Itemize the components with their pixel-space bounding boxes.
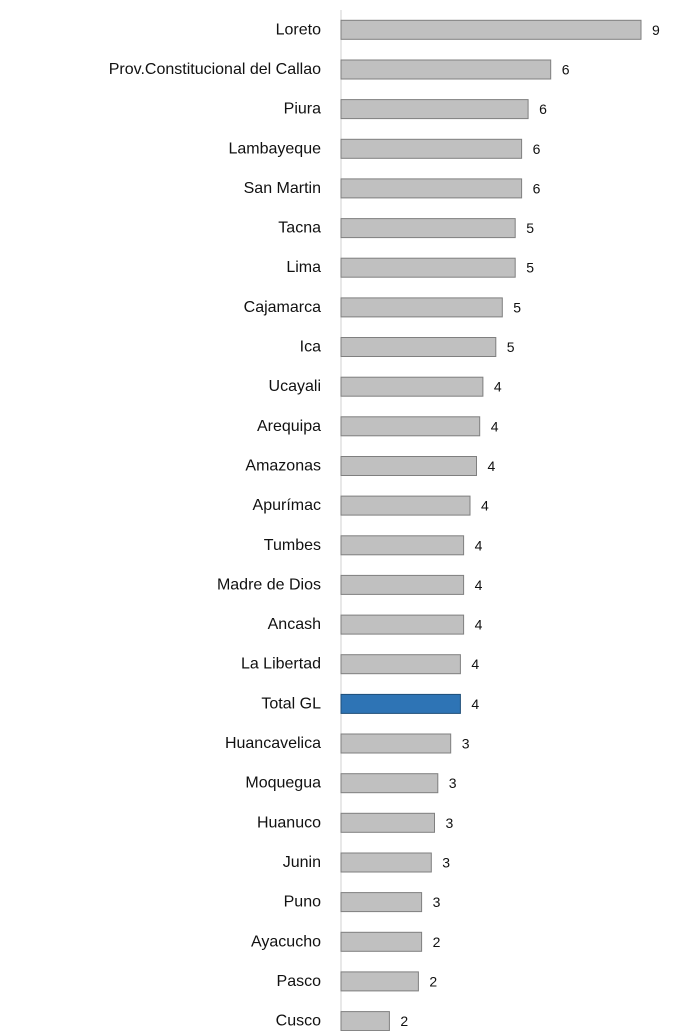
value-label-san-martin: 6 <box>533 180 541 196</box>
bar-huanuco <box>340 812 435 833</box>
category-label-tumbes: Tumbes <box>264 537 321 554</box>
bar-madre-de-dios <box>340 574 465 595</box>
category-label-ucayali: Ucayali <box>269 378 321 395</box>
value-label-puno: 3 <box>433 894 441 910</box>
category-label-moquegua: Moquegua <box>245 775 321 792</box>
category-label-san-martin: San Martin <box>244 180 321 197</box>
bars-group <box>340 19 642 1031</box>
category-label-apurimac: Apurímac <box>253 497 321 514</box>
value-label-ayacucho: 2 <box>433 934 441 950</box>
value-label-moquegua: 3 <box>449 775 457 791</box>
bar-apurimac <box>340 495 471 516</box>
bar-lambayeque <box>340 138 523 159</box>
value-label-ancash: 4 <box>475 617 483 633</box>
value-label-loreto: 9 <box>652 22 660 38</box>
bar-san-martin <box>340 178 523 199</box>
category-label-arequipa: Arequipa <box>257 418 321 435</box>
value-labels-group: 9 6 6 6 6 5 5 5 5 4 4 4 4 4 4 4 4 4 3 3 3 3 3 2 2 2 <box>400 22 660 1029</box>
bar-cajamarca <box>340 297 503 318</box>
bar-arequipa <box>340 416 481 437</box>
bar-ucayali <box>340 376 484 397</box>
category-label-puno: Puno <box>284 894 321 911</box>
value-label-tacna: 5 <box>526 220 534 236</box>
category-label-tacna: Tacna <box>278 220 321 237</box>
category-label-ica: Ica <box>300 339 321 356</box>
category-label-prov-constitucional-del-callao: Prov.Constitucional del Callao <box>109 61 321 78</box>
category-label-total-gl: Total GL <box>261 695 321 712</box>
category-label-ayacucho: Ayacucho <box>251 933 321 950</box>
value-label-lima: 5 <box>526 260 534 276</box>
bar-piura <box>340 99 529 120</box>
category-label-pasco: Pasco <box>277 973 322 990</box>
category-label-madre-de-dios: Madre de Dios <box>217 576 321 593</box>
category-label-junin: Junin <box>283 854 321 871</box>
value-label-cajamarca: 5 <box>513 299 521 315</box>
category-label-huancavelica: Huancavelica <box>225 735 321 752</box>
value-label-pasco: 2 <box>429 973 437 989</box>
value-label-huanuco: 3 <box>446 815 454 831</box>
value-label-junin: 3 <box>442 854 450 870</box>
bar-ancash <box>340 614 465 635</box>
bar-pasco <box>340 971 419 992</box>
category-label-cajamarca: Cajamarca <box>244 299 321 316</box>
value-label-tumbes: 4 <box>475 537 483 553</box>
category-label-amazonas: Amazonas <box>245 457 321 474</box>
category-label-ancash: Ancash <box>268 616 321 633</box>
value-label-huancavelica: 3 <box>462 736 470 752</box>
category-label-la-libertad: La Libertad <box>241 656 321 673</box>
bar-junin <box>340 852 432 873</box>
bar-total-gl <box>340 693 461 714</box>
value-label-cusco: 2 <box>400 1013 408 1029</box>
bar-ica <box>340 337 497 357</box>
value-label-total-gl: 4 <box>471 696 479 712</box>
value-label-la-libertad: 4 <box>471 656 479 672</box>
category-label-loreto: Loreto <box>276 21 321 38</box>
value-label-ica: 5 <box>507 339 515 355</box>
bar-lima <box>340 257 516 278</box>
bar-loreto <box>340 19 642 40</box>
value-label-lambayeque: 6 <box>533 141 541 157</box>
bar-prov-constitucional-del-callao <box>340 59 552 80</box>
value-label-madre-de-dios: 4 <box>475 577 483 593</box>
category-label-piura: Piura <box>284 101 321 118</box>
bar-tacna <box>340 218 516 239</box>
category-label-huanuco: Huanuco <box>257 814 321 831</box>
category-label-cusco: Cusco <box>276 1013 321 1030</box>
bar-ayacucho <box>340 931 423 952</box>
value-label-prov-constitucional-del-callao: 6 <box>562 61 570 77</box>
category-label-lambayeque: Lambayeque <box>228 140 321 157</box>
bar-huancavelica <box>340 733 452 754</box>
bar-amazonas <box>340 456 477 476</box>
bar-moquegua <box>340 773 439 794</box>
bar-cusco <box>340 1011 390 1031</box>
value-label-piura: 6 <box>539 101 547 117</box>
bar-puno <box>340 892 423 913</box>
category-labels-group: Loreto Prov.Constitucional del Callao Piur… <box>109 21 321 1029</box>
value-label-apurimac: 4 <box>481 498 489 514</box>
bar-la-libertad <box>340 654 461 675</box>
value-label-amazonas: 4 <box>488 458 496 474</box>
bar-tumbes <box>340 535 465 556</box>
value-label-ucayali: 4 <box>494 379 502 395</box>
value-label-arequipa: 4 <box>491 418 499 434</box>
category-label-lima: Lima <box>286 259 321 276</box>
